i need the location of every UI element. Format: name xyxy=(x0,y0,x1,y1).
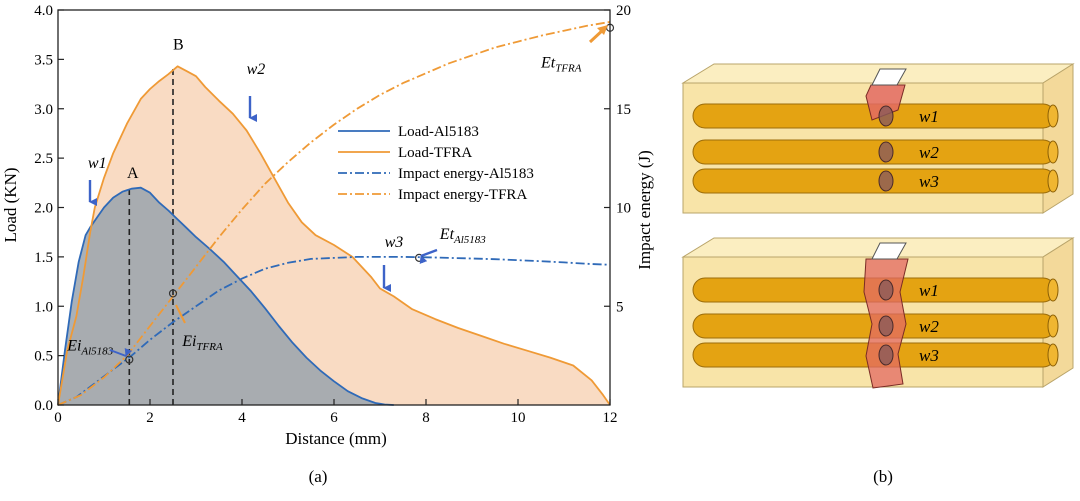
y2-tick-label: 5 xyxy=(616,299,624,315)
block-diagram: w1 w2 w3 xyxy=(681,237,1075,389)
wire-section xyxy=(878,170,894,192)
annotation-eitfra: EiTFRA xyxy=(181,333,223,353)
wire-end xyxy=(1047,278,1059,302)
wire-label-w3: w3 xyxy=(919,346,939,365)
x-tick-label: 4 xyxy=(238,410,246,426)
x-tick-label: 6 xyxy=(330,410,338,426)
impact-chart: 0 2 4 6 8 10 12 0.0 0.5 1.0 1.5 2.0 2.5 3.0 3.5 4.0 5 10 1… xyxy=(1,3,654,448)
y2-tick-label: 20 xyxy=(616,3,631,19)
orange-arrow-head xyxy=(597,25,608,35)
y-tick-label: 2.0 xyxy=(34,201,53,217)
series-line-impact-energy-tfra xyxy=(57,21,611,406)
panel-b-diagrams: w1 w2 w3 w1 w2 w3 xyxy=(681,63,1075,389)
wire-w3 xyxy=(692,168,1056,194)
wire-end xyxy=(1047,169,1059,193)
x-tick-label: 0 xyxy=(54,410,62,426)
wire-end xyxy=(1047,104,1059,128)
legend-label: Load-Al5183 xyxy=(398,124,479,140)
annotation-w2: w2 xyxy=(247,61,266,78)
x-tick-label: 12 xyxy=(603,410,618,426)
blue-arrow xyxy=(109,348,133,357)
wire-end xyxy=(1047,314,1059,338)
y2-tick-label: 15 xyxy=(616,102,631,118)
annotation-ettfra: EtTFRA xyxy=(540,54,582,74)
dashed-markers xyxy=(128,66,174,405)
wire-section xyxy=(878,105,894,127)
orange-arrow xyxy=(175,304,186,324)
wire-section xyxy=(878,315,894,337)
legend-label: Impact energy-TFRA xyxy=(398,187,527,203)
wire-section xyxy=(878,279,894,301)
series-lines xyxy=(57,21,611,406)
wire-label-w2: w2 xyxy=(919,317,939,336)
wire-label-w1: w1 xyxy=(919,281,939,300)
area-fills xyxy=(58,66,610,406)
area-fill-load-al5183 xyxy=(58,187,394,405)
y-axis-label: Load (KN) xyxy=(1,167,20,242)
y-tick-label: 2.5 xyxy=(34,151,53,167)
block-diagram: w1 w2 w3 xyxy=(681,63,1075,214)
annotation-eial5183: EiAl5183 xyxy=(66,338,113,358)
legend-label: Impact energy-Al5183 xyxy=(398,166,534,182)
series-line-impact-energy-al5183 xyxy=(57,255,611,406)
point-ei-tfra xyxy=(168,289,178,298)
panel-a-label: (a) xyxy=(309,467,328,486)
x-tick-label: 2 xyxy=(146,410,154,426)
notch xyxy=(871,242,907,260)
panel-b-label: (b) xyxy=(873,467,893,486)
y2-axis-label: Impact energy (J) xyxy=(635,150,654,270)
y-tick-label: 1.5 xyxy=(34,250,53,266)
legend-label: Load-TFRA xyxy=(398,145,472,161)
axes: 0 2 4 6 8 10 12 0.0 0.5 1.0 1.5 2.0 2.5 3.0 3.5 4.0 5 10 1… xyxy=(34,3,631,426)
wire-end xyxy=(1047,343,1059,367)
annotation-etal5183: EtAl5183 xyxy=(439,226,486,246)
x-tick-label: 8 xyxy=(422,410,430,426)
annotation-a: A xyxy=(127,165,139,182)
y-tick-label: 3.5 xyxy=(34,52,53,68)
y-tick-label: 4.0 xyxy=(34,3,53,19)
legend: Load-Al5183 Load-TFRA Impact energy-Al5183… xyxy=(338,124,534,203)
wire-end xyxy=(1047,140,1059,164)
x-axis-label: Distance (mm) xyxy=(285,429,387,448)
annotation-w3: w3 xyxy=(385,234,404,251)
y-tick-label: 1.0 xyxy=(34,299,53,315)
x-tick-label: 10 xyxy=(511,410,526,426)
wire-label-w1: w1 xyxy=(919,107,939,126)
annotation-w1: w1 xyxy=(88,155,107,172)
wire-section xyxy=(878,344,894,366)
series-line-load-tfra xyxy=(57,65,611,406)
annotations: A Bw1 w2 w3 EiAl5183 EiTFRA EtAl5183 EtTFRA xyxy=(66,25,608,358)
blue-arrow xyxy=(419,248,438,264)
wire-w2 xyxy=(692,139,1056,165)
wire-label-w2: w2 xyxy=(919,143,939,162)
y-tick-label: 0.0 xyxy=(34,398,53,414)
y2-tick-label: 10 xyxy=(616,201,631,217)
annotation-b: B xyxy=(173,37,184,54)
y-tick-label: 3.0 xyxy=(34,102,53,118)
y-tick-label: 0.5 xyxy=(34,349,53,365)
notch xyxy=(871,68,907,86)
wire-section xyxy=(878,141,894,163)
wire-label-w3: w3 xyxy=(919,172,939,191)
